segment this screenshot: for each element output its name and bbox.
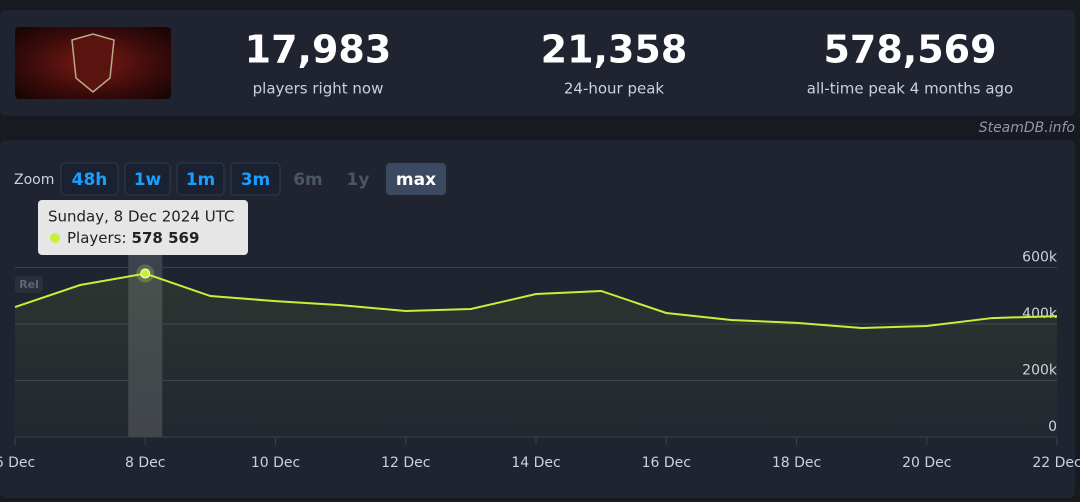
tooltip-title: Sunday, 8 Dec 2024 UTC [48,208,234,226]
zoom-button[interactable] [60,162,119,196]
x-tick-label: 8 Dec [125,455,165,471]
x-tick-label: 20 Dec [902,455,951,471]
x-tick-label: 12 Dec [381,455,430,471]
tooltip-row: Players: 578 569 [67,229,199,247]
zoom-button-label[interactable]: 1m [186,170,216,190]
zoom-label: Zoom [14,172,54,188]
logo-emblem [71,33,115,93]
stat-value: 21,358 [541,28,688,72]
zoom-button[interactable] [176,162,225,196]
x-tick-label: 6 Dec [0,455,35,471]
x-tick-label: 14 Dec [511,455,560,471]
zoom-button-label[interactable]: max [396,170,436,190]
point [140,268,151,279]
line [14,272,1058,329]
tooltip-value: 578 569 [132,229,200,247]
y-tick-label: 600k [1022,250,1058,266]
stat-value: 578,569 [823,28,996,72]
zoom-button[interactable] [386,163,446,195]
area [15,273,1057,437]
zoom-button-label: 6m [293,170,323,190]
tooltip-marker [50,233,60,243]
stats-panel [0,10,1075,116]
x-tick-label: 22 Dec [1032,455,1080,471]
x-tick-label: 10 Dec [251,455,300,471]
zoom-button[interactable] [230,162,281,196]
tooltip [38,200,248,255]
stat-value: 17,983 [245,28,392,72]
stat-label: all-time peak 4 months ago [807,80,1013,98]
tooltip-label: Players: [67,229,127,247]
zoom-button-label: 1y [347,170,370,190]
badge-text: Rel [19,278,39,291]
zoom-button-label[interactable]: 1w [134,170,162,190]
stat-label: players right now [253,80,384,98]
x-tick-label: 18 Dec [772,455,821,471]
zoom-button[interactable] [124,162,171,196]
x-tick-label: 16 Dec [642,455,691,471]
source: SteamDB.info [979,120,1075,136]
badge [15,276,43,293]
zoom-button-label[interactable]: 48h [72,170,108,190]
stat-label: 24-hour peak [564,80,665,98]
zoom-button-label[interactable]: 3m [241,170,271,190]
